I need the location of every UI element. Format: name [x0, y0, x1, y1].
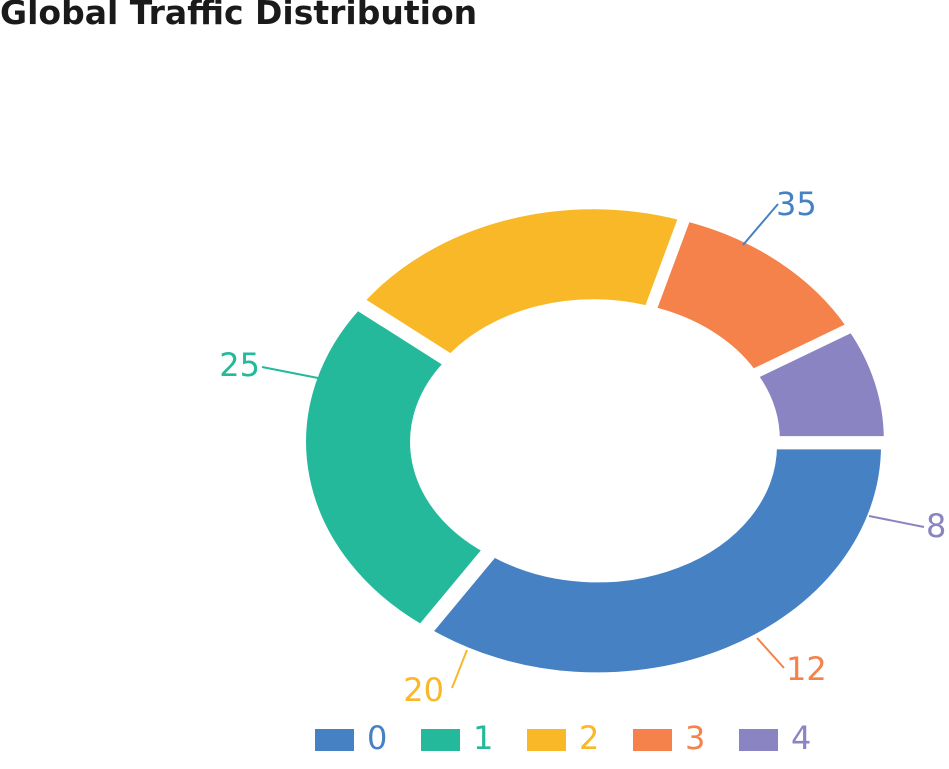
legend-swatch-3[interactable]	[633, 729, 672, 751]
leader-line-0	[742, 203, 779, 246]
legend-label-3[interactable]: 3	[685, 719, 705, 757]
legend-swatch-2[interactable]	[527, 729, 566, 751]
data-labels: 35 25 20 12 8	[219, 185, 946, 709]
data-label-4: 8	[926, 507, 946, 545]
data-label-1: 25	[219, 346, 260, 384]
leader-line-4	[868, 515, 925, 528]
donut-slice-1[interactable]	[299, 302, 492, 633]
leader-line-1	[261, 366, 319, 379]
legend-label-2[interactable]: 2	[579, 719, 599, 757]
donut-slice-0[interactable]	[423, 442, 889, 680]
donut-slice-4[interactable]	[749, 324, 891, 444]
chart-title: Global Traffic Distribution	[0, 0, 478, 32]
legend-swatch-4[interactable]	[739, 729, 778, 751]
legend-swatch-0[interactable]	[315, 729, 354, 751]
label-leader-lines	[261, 203, 925, 689]
data-label-2: 20	[403, 671, 444, 709]
data-label-0: 35	[776, 185, 817, 223]
legend-label-4[interactable]: 4	[791, 719, 811, 757]
legend-label-0[interactable]: 0	[367, 719, 387, 757]
leader-line-3	[756, 637, 785, 669]
legend-swatch-1[interactable]	[421, 729, 460, 751]
donut-slice-2[interactable]	[355, 202, 687, 363]
chart-legend: 0 1 2 3 4	[315, 719, 811, 757]
legend-label-1[interactable]: 1	[473, 719, 493, 757]
leader-line-2	[451, 649, 468, 689]
data-label-3: 12	[786, 650, 827, 688]
donut-slices	[299, 202, 891, 680]
